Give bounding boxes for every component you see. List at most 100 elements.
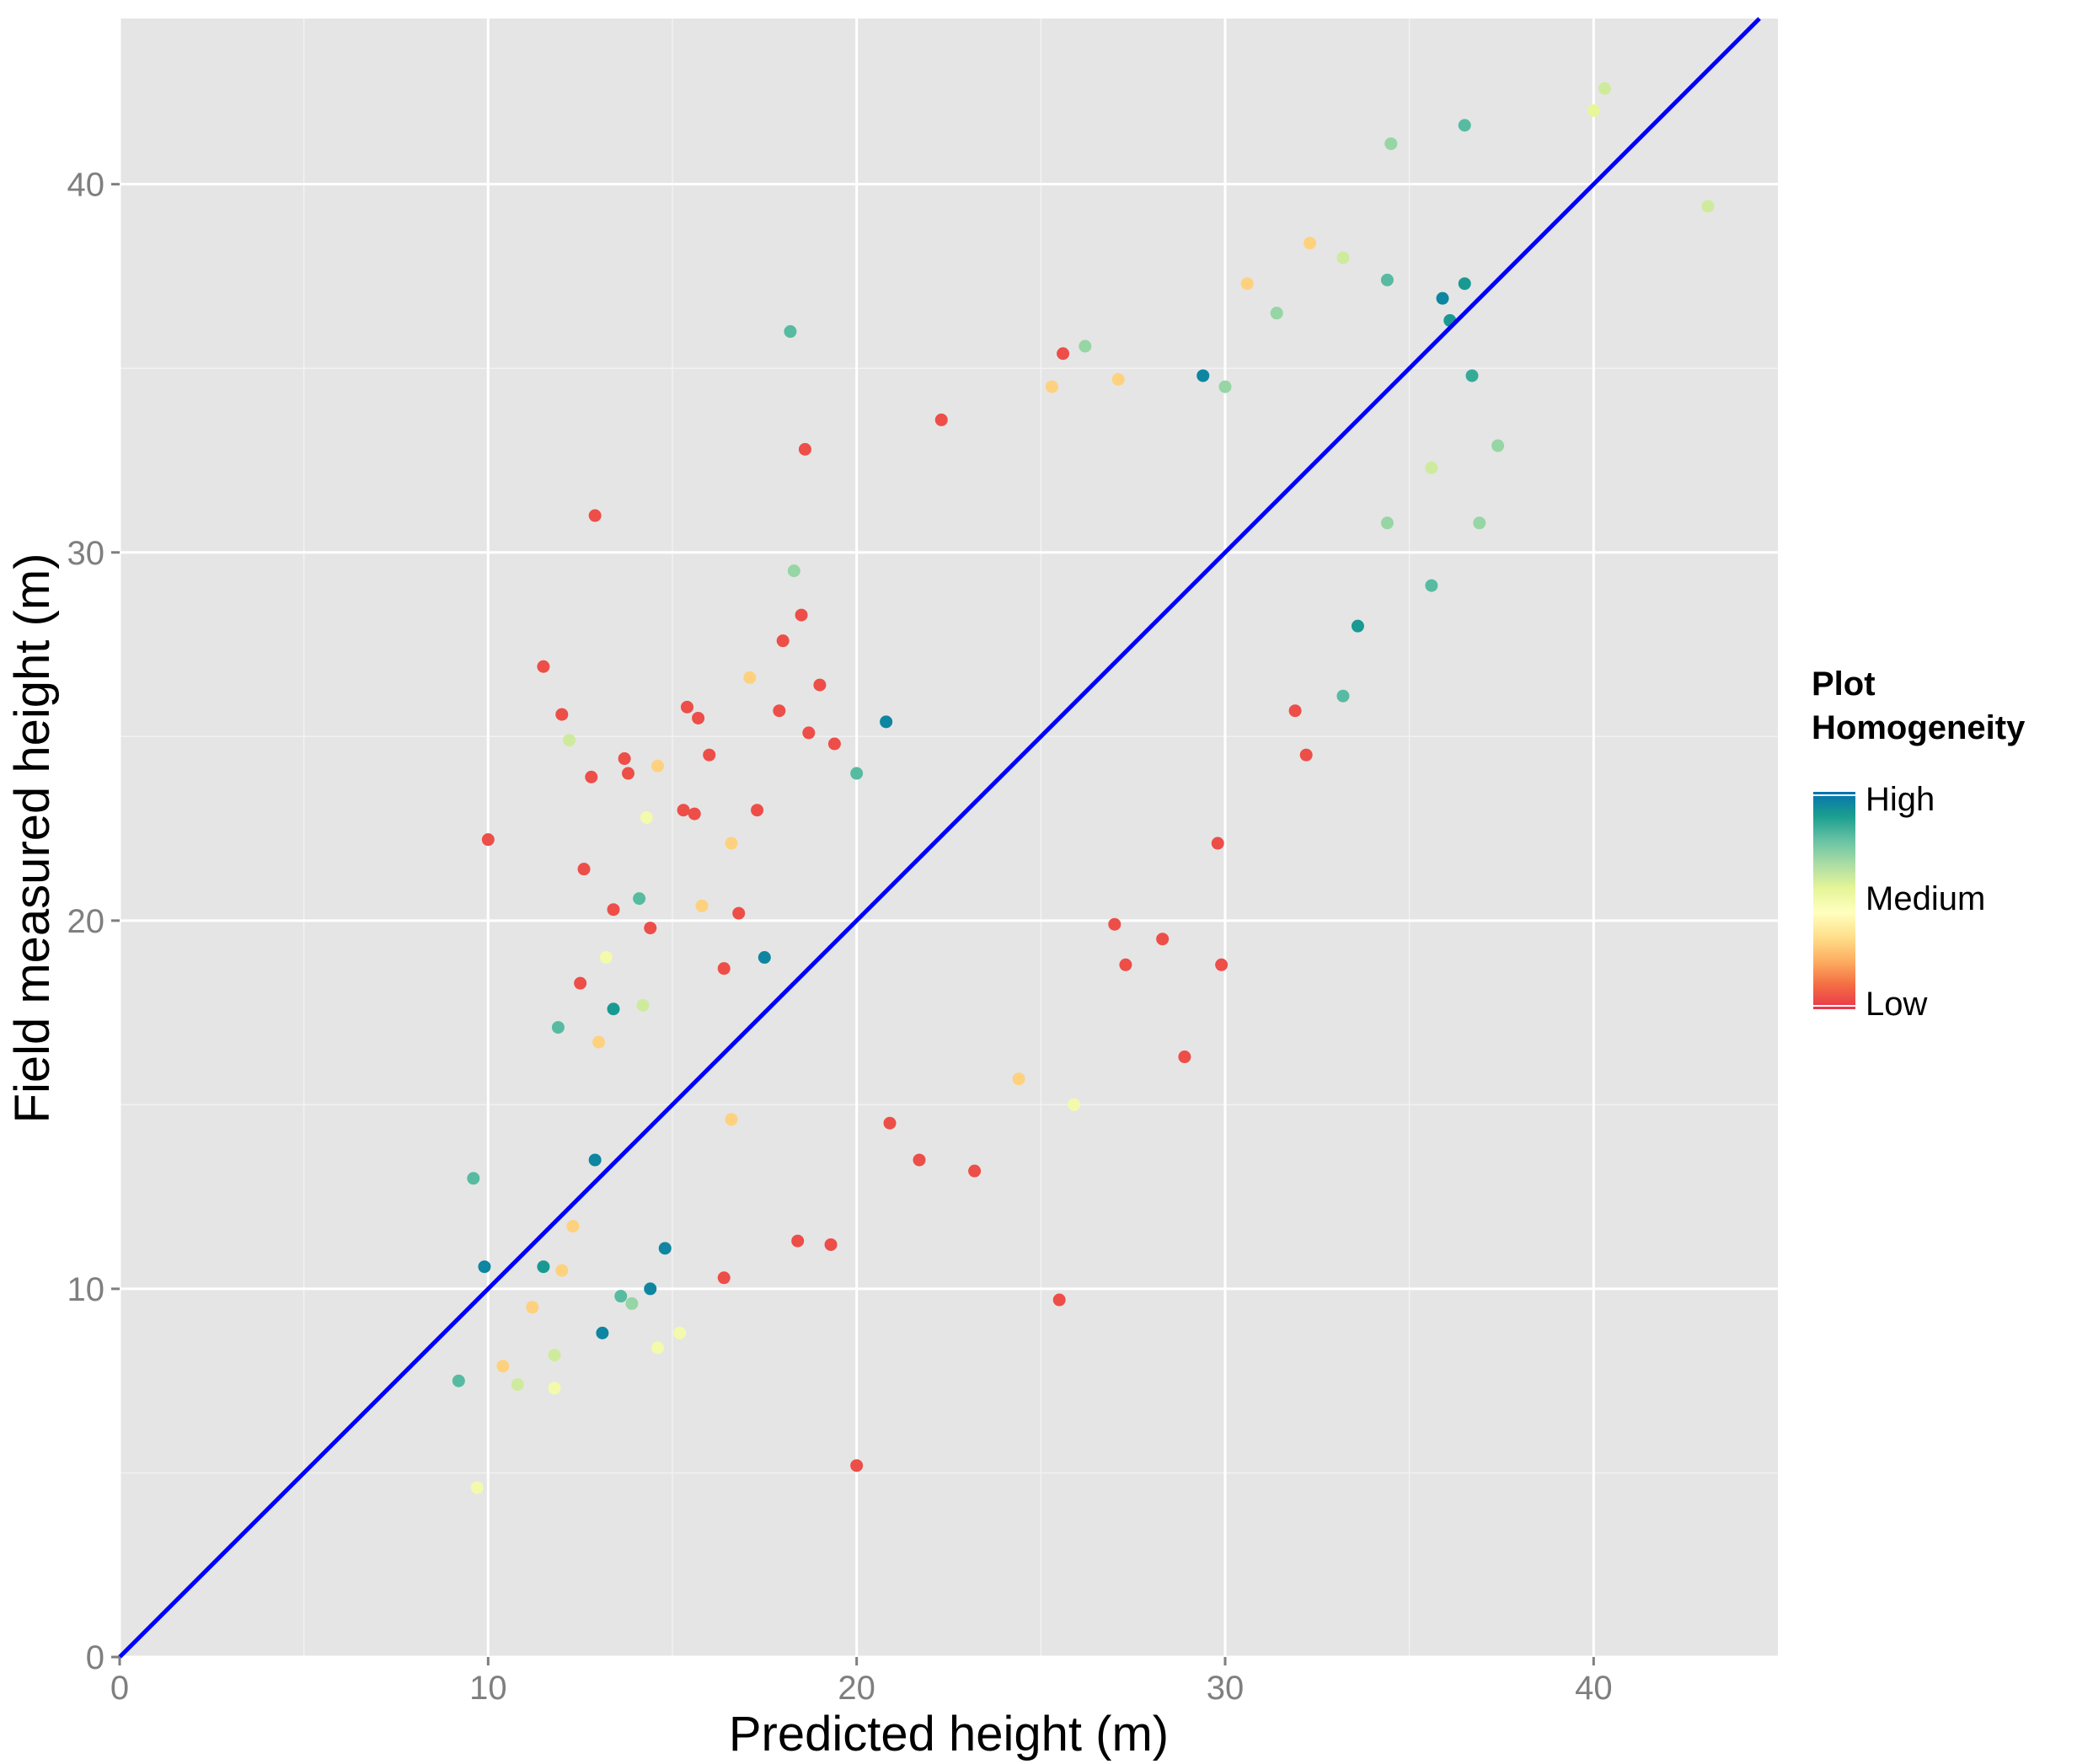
legend-title-line-2: Homogeneity bbox=[1812, 709, 2026, 746]
data-point bbox=[1336, 251, 1350, 265]
data-point bbox=[1045, 380, 1058, 393]
data-point bbox=[784, 325, 797, 339]
data-point bbox=[791, 1234, 805, 1248]
data-point bbox=[1178, 1050, 1191, 1064]
y-tick-label: 30 bbox=[67, 535, 105, 572]
data-point bbox=[555, 708, 569, 721]
data-point bbox=[651, 759, 665, 772]
y-tick-label: 0 bbox=[86, 1639, 104, 1676]
data-point bbox=[1598, 82, 1611, 95]
data-point bbox=[757, 951, 771, 965]
data-point bbox=[695, 899, 709, 912]
x-tick-label: 40 bbox=[1575, 1670, 1613, 1707]
data-point bbox=[850, 1459, 864, 1473]
data-point bbox=[680, 700, 693, 714]
data-point bbox=[633, 892, 646, 906]
data-point bbox=[1336, 689, 1350, 703]
data-point bbox=[717, 962, 731, 976]
data-point bbox=[1436, 291, 1449, 305]
data-point bbox=[452, 1374, 465, 1387]
legend-label-low: Low bbox=[1866, 986, 1927, 1023]
data-point bbox=[1473, 516, 1486, 530]
data-point bbox=[883, 1116, 897, 1130]
legend-label-medium: Medium bbox=[1866, 880, 1985, 917]
data-point bbox=[802, 726, 816, 740]
data-point bbox=[1299, 748, 1313, 762]
data-point bbox=[1052, 1293, 1066, 1307]
data-point bbox=[1215, 958, 1229, 971]
data-point bbox=[1458, 277, 1471, 291]
x-tick-label: 20 bbox=[838, 1670, 875, 1707]
reference-line bbox=[118, 17, 1761, 1659]
data-point bbox=[644, 1282, 657, 1296]
data-point bbox=[1303, 237, 1317, 250]
data-point bbox=[551, 1021, 565, 1034]
data-point bbox=[1068, 1098, 1081, 1111]
data-point bbox=[1240, 277, 1254, 291]
x-tick-label: 30 bbox=[1207, 1670, 1245, 1707]
data-point bbox=[625, 1296, 639, 1310]
data-point bbox=[548, 1382, 561, 1395]
y-axis-title: Field measured height (m) bbox=[5, 553, 60, 1124]
data-point bbox=[1458, 119, 1471, 132]
data-point bbox=[725, 1113, 738, 1126]
data-point bbox=[1012, 1072, 1025, 1086]
y-tick-label: 40 bbox=[67, 167, 105, 204]
data-point bbox=[577, 863, 591, 876]
data-point bbox=[1108, 917, 1121, 931]
data-point bbox=[1111, 372, 1125, 386]
data-point bbox=[703, 748, 716, 762]
data-point bbox=[673, 1326, 687, 1339]
data-point bbox=[585, 770, 598, 783]
x-tick-label: 10 bbox=[469, 1670, 507, 1707]
legend-title-line-1: Plot bbox=[1812, 666, 1876, 703]
data-point bbox=[588, 509, 602, 522]
y-axis: 0 10 20 30 40 bbox=[67, 167, 120, 1676]
data-point bbox=[574, 976, 587, 990]
data-point bbox=[618, 752, 631, 766]
data-point bbox=[1211, 837, 1224, 850]
data-point bbox=[773, 704, 786, 718]
data-point bbox=[478, 1260, 491, 1274]
data-point bbox=[526, 1301, 539, 1314]
data-point bbox=[566, 1220, 580, 1233]
data-point bbox=[592, 1035, 606, 1049]
data-point bbox=[496, 1360, 510, 1373]
data-point bbox=[1218, 380, 1232, 393]
data-point bbox=[614, 1290, 628, 1303]
data-point bbox=[1270, 307, 1283, 320]
data-point bbox=[658, 1242, 672, 1255]
data-point bbox=[850, 767, 864, 780]
data-point bbox=[795, 608, 808, 622]
data-point bbox=[607, 903, 620, 917]
data-point bbox=[1156, 933, 1170, 946]
data-point bbox=[1384, 137, 1398, 151]
data-point bbox=[787, 564, 800, 578]
data-point bbox=[813, 678, 827, 692]
data-point bbox=[1380, 273, 1394, 286]
data-point bbox=[1119, 958, 1132, 971]
legend-label-high: High bbox=[1866, 781, 1935, 818]
data-point bbox=[548, 1349, 561, 1362]
data-point bbox=[640, 810, 653, 824]
data-point bbox=[968, 1164, 982, 1178]
data-point bbox=[1196, 369, 1210, 382]
data-point bbox=[751, 804, 764, 817]
data-point bbox=[467, 1172, 480, 1185]
x-tick-label: 0 bbox=[110, 1670, 129, 1707]
data-point bbox=[636, 998, 650, 1012]
data-point bbox=[588, 1153, 602, 1167]
data-point bbox=[470, 1481, 484, 1494]
data-point bbox=[511, 1378, 524, 1392]
data-point bbox=[644, 922, 657, 935]
data-point bbox=[1380, 516, 1394, 530]
data-point bbox=[692, 711, 705, 724]
data-point bbox=[732, 906, 746, 920]
data-point bbox=[481, 833, 495, 847]
data-point bbox=[743, 671, 757, 684]
data-points bbox=[452, 82, 1715, 1494]
data-point bbox=[1587, 104, 1600, 117]
data-point bbox=[1425, 579, 1438, 592]
data-point bbox=[651, 1341, 665, 1355]
data-point bbox=[1491, 439, 1505, 452]
